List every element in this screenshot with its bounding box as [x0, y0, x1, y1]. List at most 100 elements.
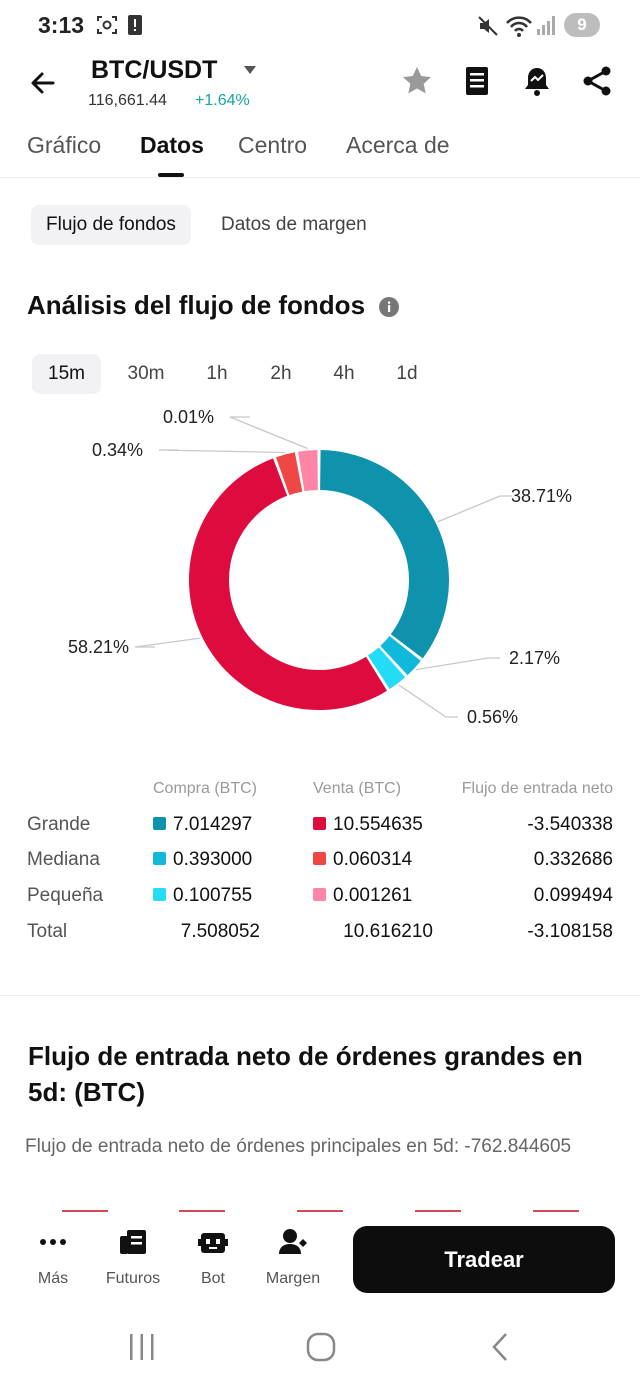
nav-label: Bot: [200, 1270, 225, 1287]
donut-slice[interactable]: [367, 647, 406, 690]
back-nav-icon[interactable]: [488, 1330, 512, 1364]
status-bar: 3:13 9: [0, 0, 640, 52]
sell-value: 0.001261: [333, 885, 413, 906]
leader-line: [229, 416, 308, 450]
bot-icon: [198, 1233, 228, 1253]
nav-item-mas[interactable]: Más: [13, 1226, 93, 1288]
donut-slice[interactable]: [320, 450, 449, 659]
row-label-pequena: Pequeña: [27, 885, 104, 906]
legend-swatch: [313, 888, 326, 901]
interval-1h[interactable]: 1h: [206, 363, 228, 384]
price-alert-bell-icon[interactable]: [520, 64, 554, 98]
share-icon[interactable]: [580, 64, 614, 98]
section-divider: [0, 995, 640, 996]
star-icon[interactable]: [400, 64, 434, 98]
donut-slice[interactable]: [297, 450, 318, 492]
cell-buy-total: 7.508052: [180, 921, 260, 942]
donut-slice[interactable]: [380, 635, 421, 676]
subtab-datos-de-margen[interactable]: Datos de margen: [221, 214, 367, 235]
nav-label: Margen: [265, 1270, 321, 1287]
trade-button[interactable]: Tradear: [353, 1226, 615, 1293]
main-tabs: Gráfico Datos Centro Acerca de: [0, 118, 640, 178]
header-buy: Compra (BTC): [153, 780, 258, 797]
header-net: Flujo de entrada neto: [461, 780, 613, 797]
bar-chart-stub: [62, 1210, 108, 1212]
legend-swatch: [313, 817, 326, 830]
leader-line: [415, 657, 500, 671]
screenshot-icon: [97, 16, 117, 34]
leader-line: [437, 495, 512, 523]
bar-chart-stub: [297, 1210, 343, 1212]
bar-chart-stub: [415, 1210, 461, 1212]
header-sell: Venta (BTC): [313, 780, 402, 797]
interval-4h[interactable]: 4h: [333, 363, 355, 384]
fund-flow-donut-chart: 38.71% 2.17% 0.56% 58.21% 0.34% 0.01%: [0, 400, 640, 740]
cell-net-mediana: 0.332686: [533, 849, 613, 870]
slice-percent-label: 0.34%: [92, 440, 143, 460]
leader-line: [398, 684, 458, 718]
status-time: 3:13: [38, 12, 85, 38]
home-icon[interactable]: [306, 1330, 336, 1364]
signal-icon: [537, 16, 555, 35]
sell-value: 0.060314: [333, 849, 413, 870]
legend-swatch: [313, 852, 326, 865]
nav-label: Futuros: [105, 1270, 161, 1287]
cell-sell-grande: 10.554635: [313, 814, 423, 836]
cell-net-grande: -3.540338: [527, 814, 613, 835]
cell-buy-mediana: 0.393000: [153, 849, 252, 871]
futures-icon: [120, 1230, 146, 1254]
margin-icon: [279, 1229, 307, 1254]
leader-line: [134, 637, 201, 648]
tab-acerca-de[interactable]: Acerca de: [346, 132, 450, 158]
subtab-flujo-de-fondos[interactable]: Flujo de fondos: [31, 205, 191, 245]
active-tab-indicator: [158, 173, 184, 177]
pair-change: +1.64%: [195, 92, 250, 109]
pair-title[interactable]: BTC/USDT: [91, 56, 218, 84]
interval-1d[interactable]: 1d: [396, 363, 418, 384]
more-dots-icon: [40, 1239, 66, 1245]
bar-chart-stub: [533, 1210, 579, 1212]
donut-slice[interactable]: [189, 458, 388, 710]
cell-sell-total: 10.616210: [343, 921, 433, 942]
bar-chart-stub: [179, 1210, 225, 1212]
cell-sell-mediana: 0.060314: [313, 849, 412, 871]
wifi-icon: [506, 16, 532, 37]
recents-icon[interactable]: [128, 1330, 156, 1364]
chevron-down-icon[interactable]: [243, 64, 257, 76]
nav-item-futuros[interactable]: Futuros: [93, 1226, 173, 1288]
legend-swatch: [153, 888, 166, 901]
tab-centro[interactable]: Centro: [238, 132, 308, 158]
buy-value: 7.014297: [173, 814, 253, 835]
row-label-mediana: Mediana: [27, 849, 100, 870]
cell-buy-pequena: 0.100755: [153, 885, 252, 907]
battery-indicator: 9: [564, 13, 600, 37]
tab-datos[interactable]: Datos: [140, 132, 204, 158]
large-orders-subtitle: Flujo de entrada neto de órdenes princip…: [25, 1136, 572, 1157]
slice-percent-label: 38.71%: [511, 486, 572, 506]
alert-icon: [128, 15, 142, 35]
nav-label: Más: [37, 1270, 69, 1287]
legend-swatch: [153, 817, 166, 830]
donut-chart-svg: 38.71% 2.17% 0.56% 58.21% 0.34% 0.01%: [68, 407, 572, 727]
pair-header: BTC/USDT 116,661.44 +1.64%: [0, 52, 640, 118]
interval-30m[interactable]: 30m: [127, 363, 165, 384]
row-label-grande: Grande: [27, 814, 91, 835]
slice-percent-label: 0.56%: [467, 707, 518, 727]
legend-swatch: [153, 852, 166, 865]
back-arrow-icon[interactable]: [26, 66, 60, 100]
interval-15m[interactable]: 15m: [32, 354, 101, 394]
slice-percent-label: 58.21%: [68, 637, 129, 657]
fund-flow-title: Análisis del flujo de fondos: [27, 290, 366, 320]
cell-net-total: -3.108158: [527, 921, 613, 942]
donut-slice[interactable]: [276, 452, 303, 496]
cell-buy-grande: 7.014297: [153, 814, 252, 836]
nav-item-margen[interactable]: Margen: [253, 1226, 333, 1288]
tab-grafico[interactable]: Gráfico: [27, 132, 102, 158]
notebook-icon[interactable]: [460, 64, 494, 98]
nav-item-bot[interactable]: Bot: [173, 1226, 253, 1288]
interval-2h[interactable]: 2h: [270, 363, 292, 384]
buy-value: 0.100755: [173, 885, 253, 906]
info-icon[interactable]: [379, 297, 399, 317]
cell-sell-pequena: 0.001261: [313, 885, 412, 907]
mute-icon: [478, 16, 498, 36]
